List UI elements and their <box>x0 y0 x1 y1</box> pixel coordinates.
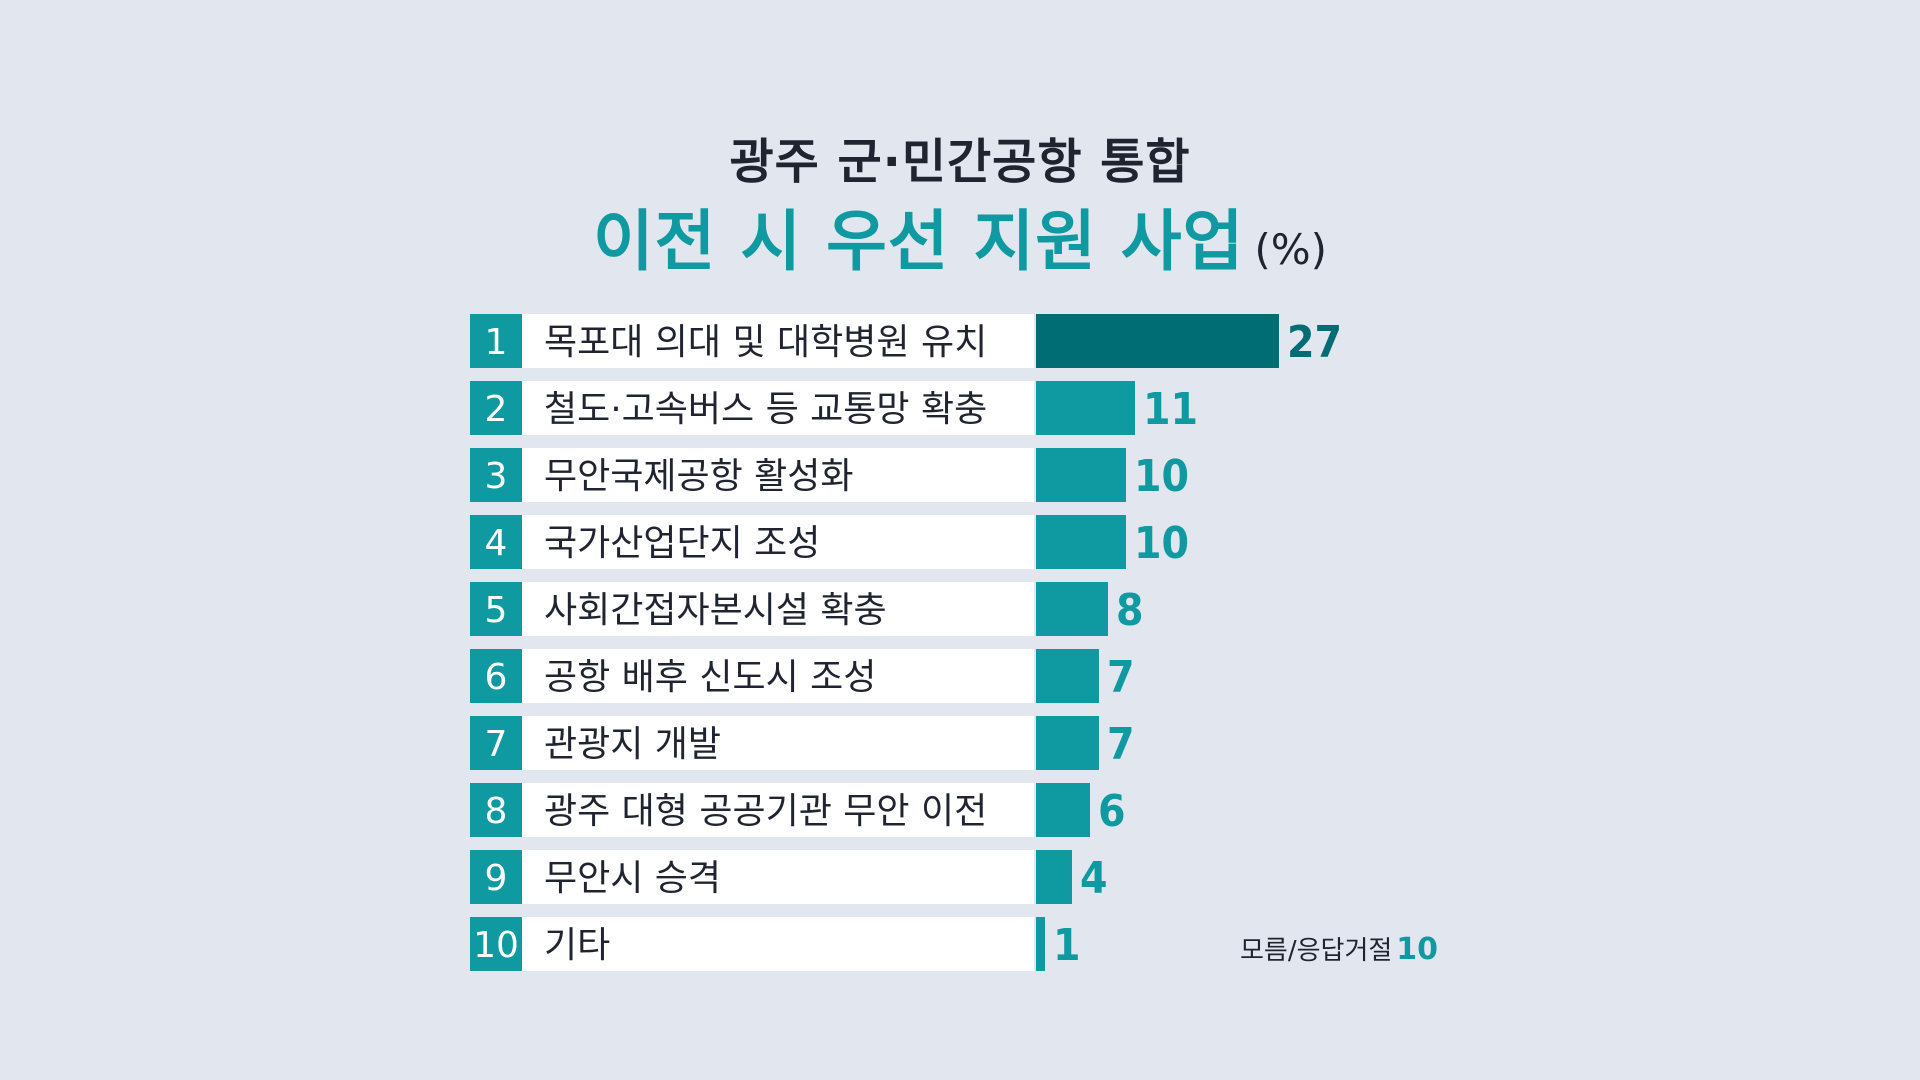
rank-number: 3 <box>485 456 508 497</box>
no-response-value: 10 <box>1396 932 1439 967</box>
rank-number: 6 <box>485 657 508 698</box>
bar-value-label: 1 <box>1053 920 1081 971</box>
bar-row: 6 공항 배후 신도시 조성 7 <box>470 649 1135 703</box>
rank-number: 5 <box>485 590 508 631</box>
bar-row: 1 목포대 의대 및 대학병원 유치 27 <box>470 314 1342 368</box>
rank-number: 9 <box>485 858 508 899</box>
rank-box <box>470 448 522 502</box>
chart-unit: (%) <box>1254 225 1328 274</box>
no-response-label: 모름/응답거절 <box>1240 936 1393 966</box>
bar <box>1036 448 1126 502</box>
bar <box>1036 582 1108 636</box>
category-box <box>522 649 1034 703</box>
category-box <box>522 850 1034 904</box>
chart-subtitle-line: 이전 시 우선 지원 사업 (%) <box>0 202 1920 299</box>
rank-box <box>470 582 522 636</box>
bar <box>1036 515 1126 569</box>
category-box <box>522 716 1034 770</box>
category-box <box>522 448 1034 502</box>
category-box <box>522 314 1034 368</box>
chart-subtitle: 이전 시 우선 지원 사업 <box>592 203 1245 280</box>
bar-row: 4 국가산업단지 조성 10 <box>470 515 1189 569</box>
rank-box <box>470 783 522 837</box>
bar-value-label: 11 <box>1143 384 1198 435</box>
bar-row: 5 사회간접자본시설 확충 8 <box>470 582 1144 636</box>
rank-number: 8 <box>485 791 508 832</box>
bar <box>1036 783 1090 837</box>
category-label: 국가산업단지 조성 <box>544 523 820 564</box>
rank-box <box>470 850 522 904</box>
chart-title-block: 광주 군·민간공항 통합 이전 시 우선 지원 사업 (%) <box>0 130 1920 299</box>
bar <box>1036 716 1099 770</box>
rank-box <box>470 917 522 971</box>
rank-box <box>470 716 522 770</box>
category-box <box>522 582 1034 636</box>
bar <box>1036 314 1279 368</box>
rank-number: 7 <box>485 724 508 765</box>
rank-box <box>470 649 522 703</box>
bar-value-label: 10 <box>1134 518 1189 569</box>
rank-number: 4 <box>485 523 508 564</box>
bar-value-label: 8 <box>1116 585 1144 636</box>
bar-row: 7 관광지 개발 7 <box>470 716 1135 770</box>
bar-row: 9 무안시 승격 4 <box>470 850 1108 904</box>
category-label: 공항 배후 신도시 조성 <box>544 657 876 698</box>
bar-row: 3 무안국제공항 활성화 10 <box>470 448 1189 502</box>
bar-value-label: 27 <box>1287 317 1342 368</box>
bar-value-label: 10 <box>1134 451 1189 502</box>
bar <box>1036 850 1072 904</box>
category-box <box>522 381 1034 435</box>
category-label: 사회간접자본시설 확충 <box>544 590 887 631</box>
category-label: 기타 <box>544 925 610 966</box>
bar-value-label: 7 <box>1107 652 1135 703</box>
chart-title: 광주 군·민간공항 통합 <box>729 134 1191 190</box>
category-label: 관광지 개발 <box>544 724 721 765</box>
bar-value-label: 6 <box>1098 786 1126 837</box>
no-response-note: 모름/응답거절 10 <box>1240 930 1438 967</box>
bar <box>1036 381 1135 435</box>
category-label: 무안시 승격 <box>544 858 721 899</box>
rank-box <box>470 381 522 435</box>
bar-row: 2 철도·고속버스 등 교통망 확충 11 <box>470 381 1198 435</box>
bar-value-label: 4 <box>1080 853 1108 904</box>
rank-box <box>470 314 522 368</box>
category-box <box>522 783 1034 837</box>
category-label: 목포대 의대 및 대학병원 유치 <box>544 322 987 363</box>
rank-number: 2 <box>485 389 508 430</box>
category-label: 무안국제공항 활성화 <box>544 456 854 497</box>
bar-row: 8 광주 대형 공공기관 무안 이전 6 <box>470 783 1126 837</box>
bar-row: 10 기타 1 <box>470 917 1081 971</box>
rank-number: 10 <box>473 925 519 966</box>
category-label: 철도·고속버스 등 교통망 확충 <box>544 389 987 430</box>
bar-value-label: 7 <box>1107 719 1135 770</box>
category-box <box>522 917 1034 971</box>
rank-number: 1 <box>485 322 508 363</box>
rank-box <box>470 515 522 569</box>
bar <box>1036 917 1045 971</box>
category-label: 광주 대형 공공기관 무안 이전 <box>544 791 987 832</box>
category-box <box>522 515 1034 569</box>
bar <box>1036 649 1099 703</box>
